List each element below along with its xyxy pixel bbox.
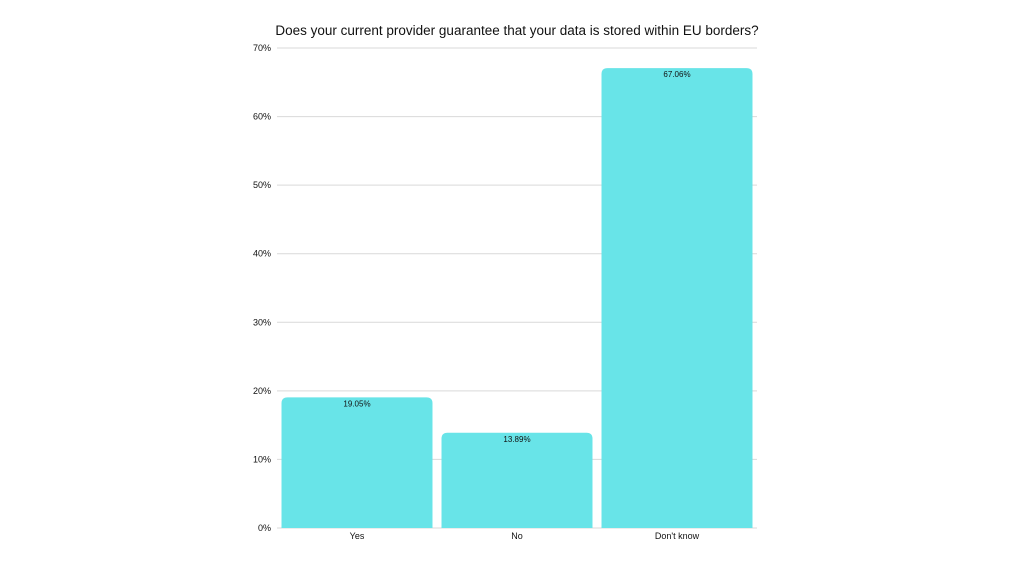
bars [281,68,753,528]
y-tick-label: 40% [253,249,271,259]
x-axis-ticks: Yes No Don't know [350,531,700,541]
x-tick-label: Don't know [655,531,700,541]
bar-yes [281,397,433,528]
data-labels: 19.05% 13.89% 67.06% [343,70,690,444]
data-label: 13.89% [503,435,530,444]
bar-no [441,432,593,528]
y-tick-label: 20% [253,386,271,396]
chart-title: Does your current provider guarantee tha… [275,23,758,38]
x-tick-label: Yes [350,531,365,541]
data-label: 67.06% [663,70,690,79]
y-tick-label: 70% [253,43,271,53]
x-tick-label: No [511,531,523,541]
y-tick-label: 50% [253,180,271,190]
y-axis-ticks: 0% 10% 20% 30% 40% 50% 60% 70% [253,43,271,533]
y-tick-label: 10% [253,454,271,464]
data-label: 19.05% [343,399,370,408]
y-tick-label: 0% [258,523,271,533]
bar-don-t-know [601,68,753,528]
y-tick-label: 30% [253,317,271,327]
y-tick-label: 60% [253,112,271,122]
